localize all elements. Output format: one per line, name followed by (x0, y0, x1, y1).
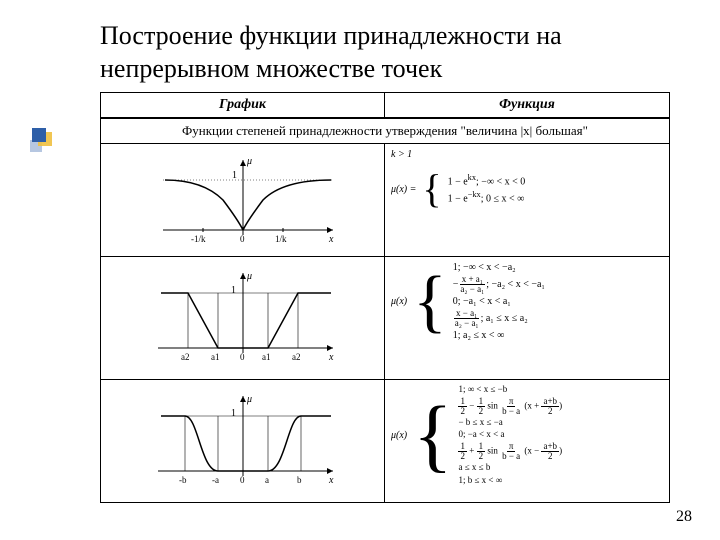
svg-text:μ: μ (246, 156, 252, 167)
svg-text:x: x (328, 352, 334, 363)
case: 1; a₂ ≤ x < ∞ (453, 329, 545, 342)
graph-exp: μ x 1 -1/k 0 1/k (101, 144, 385, 256)
svg-text:x: x (328, 475, 334, 486)
svg-text:1: 1 (232, 170, 237, 181)
formula-exp: k > 1 μ(x) = { 1 − ekx; −∞ < x < 0 1 − e… (385, 144, 669, 256)
svg-text:1: 1 (231, 285, 236, 296)
svg-text:-a: -a (212, 475, 219, 485)
case: 12 + 12 sin πb − a (x − a+b2) (458, 442, 562, 461)
case: a ≤ x ≤ b (458, 462, 562, 474)
case: 1 − ekx; −∞ < x < 0 (448, 173, 526, 188)
header-col1: График (101, 93, 385, 117)
case: 0; −a₁ < x < a₁ (453, 295, 545, 308)
row-trap: μ x 1 a2 a1 0 a1 a2 μ(x) { 1; − (101, 257, 669, 380)
k-param: k > 1 (391, 149, 412, 160)
header-col2: Функция (385, 93, 669, 117)
subheader: Функции степеней принадлежности утвержде… (101, 119, 669, 144)
case: −x + a₁a₂ − a₁; −a₂ < x < −a₁ (453, 275, 545, 294)
svg-text:b: b (297, 475, 302, 485)
lhs-3: μ(x) (391, 429, 407, 442)
svg-text:-b: -b (179, 475, 187, 485)
svg-text:a2: a2 (292, 352, 301, 362)
svg-text:a2: a2 (181, 352, 190, 362)
svg-text:1: 1 (231, 408, 236, 419)
formula-trap: μ(x) { 1; −∞ < x < −a₂ −x + a₁a₂ − a₁; −… (385, 257, 669, 379)
svg-text:a: a (265, 475, 269, 485)
svg-text:a1: a1 (262, 352, 271, 362)
graph-sin: μ x 1 -b -a 0 a b (101, 380, 385, 502)
svg-text:μ: μ (246, 271, 252, 282)
case: 12 − 12 sin πb − a (x + a+b2) (458, 397, 562, 416)
brace-icon: { (413, 267, 447, 337)
svg-text:0: 0 (240, 475, 245, 485)
svg-text:1/k: 1/k (275, 234, 287, 244)
case: 1 − e−kx; 0 ≤ x < ∞ (448, 190, 526, 205)
svg-text:-1/k: -1/k (191, 234, 206, 244)
formula-sin: μ(x) { 1; ∞ < x ≤ −b 12 − 12 sin πb − a … (385, 380, 669, 502)
row-sin: μ x 1 -b -a 0 a b μ(x) { 1; ∞ (101, 380, 669, 502)
content-table: График Функция Функции степеней принадле… (100, 92, 670, 503)
slide-title: Построение функции принадлежности на неп… (100, 20, 660, 85)
page-number: 28 (676, 508, 692, 526)
case: 1; −∞ < x < −a₂ (453, 261, 545, 274)
svg-text:x: x (328, 234, 334, 245)
brace-icon: { (413, 394, 452, 476)
lhs-1: μ(x) = (391, 183, 416, 196)
case: 1; b ≤ x < ∞ (458, 475, 562, 487)
svg-text:μ: μ (246, 394, 252, 405)
table-header: График Функция (101, 93, 669, 119)
graph-trap: μ x 1 a2 a1 0 a1 a2 (101, 257, 385, 379)
svg-text:a1: a1 (211, 352, 220, 362)
case: 0; −a < x < a (458, 429, 562, 441)
case: x − a₁a₂ − a₁; a₁ ≤ x ≤ a₂ (453, 309, 545, 328)
lhs-2: μ(x) (391, 295, 407, 308)
svg-text:0: 0 (240, 352, 245, 362)
case: − b ≤ x ≤ −a (458, 417, 562, 429)
brace-icon: { (422, 169, 441, 209)
row-exp: μ x 1 -1/k 0 1/k k > 1 μ(x) = { 1 − ekx;… (101, 144, 669, 257)
svg-text:0: 0 (240, 234, 245, 244)
bullet-icon (30, 128, 54, 152)
case: 1; ∞ < x ≤ −b (458, 384, 562, 396)
